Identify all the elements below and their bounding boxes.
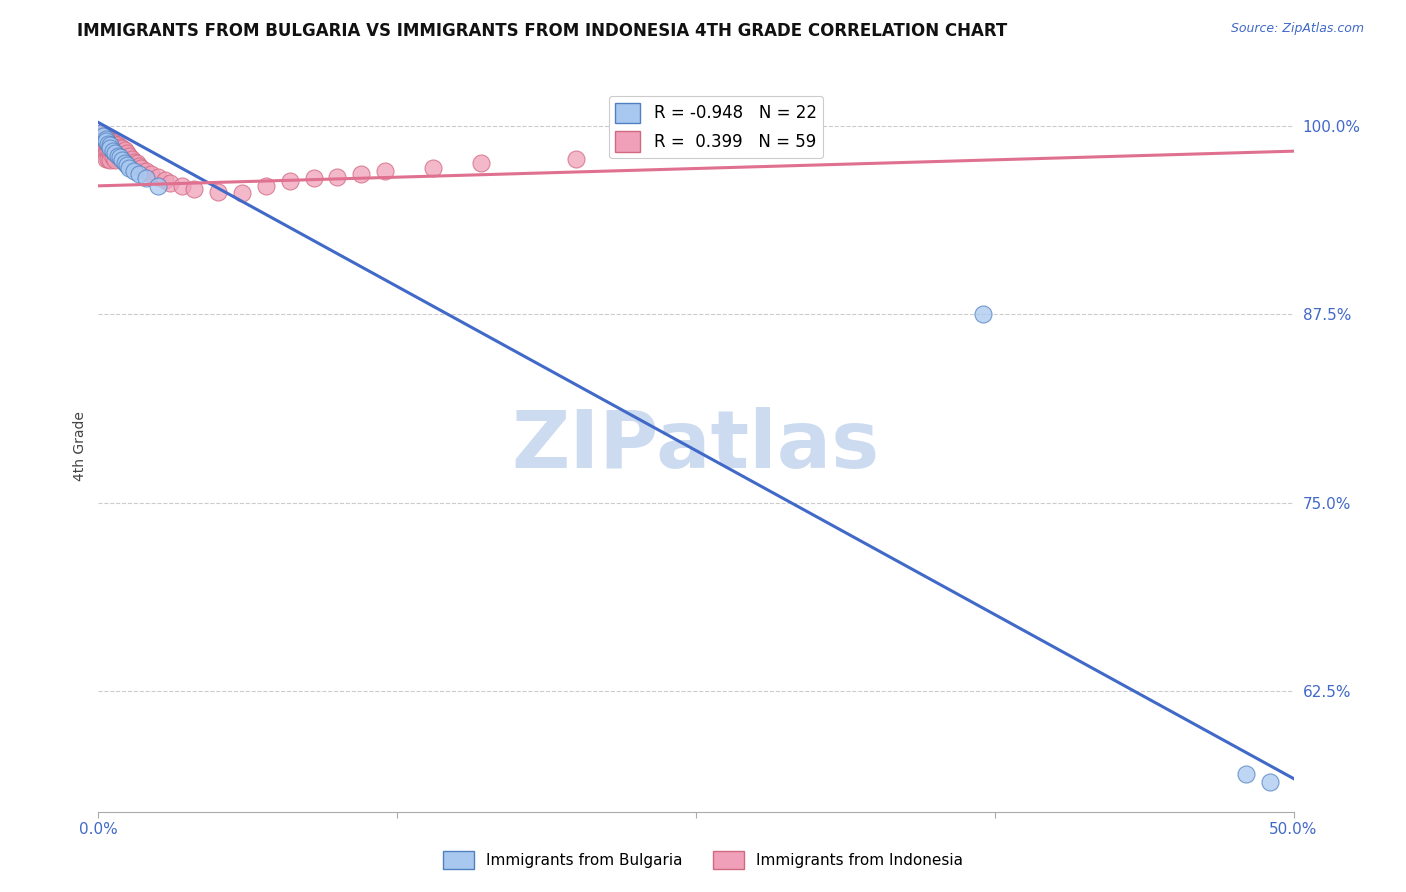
Point [94, 129, 117, 144]
Point [470, 156, 492, 170]
Text: IMMIGRANTS FROM BULGARIA VS IMMIGRANTS FROM INDONESIA 4TH GRADE CORRELATION CHAR: IMMIGRANTS FROM BULGARIA VS IMMIGRANTS F… [77, 22, 1008, 40]
Legend: R = -0.948   N = 22, R =  0.399   N = 59: R = -0.948 N = 22, R = 0.399 N = 59 [609, 96, 824, 158]
Point [104, 153, 127, 168]
Point [94, 132, 117, 146]
Point [107, 149, 129, 163]
Point [155, 173, 177, 187]
Point [97, 138, 120, 153]
Point [108, 149, 131, 163]
Point [108, 150, 131, 164]
Point [104, 145, 127, 160]
Point [1258, 774, 1281, 789]
Point [101, 144, 124, 158]
Y-axis label: 4th Grade: 4th Grade [73, 411, 87, 481]
Point [97, 132, 120, 146]
Point [114, 153, 136, 168]
Point [91, 134, 114, 148]
Point [115, 145, 138, 160]
Point [139, 167, 162, 181]
Text: ZIPatlas: ZIPatlas [512, 407, 880, 485]
Point [98, 134, 122, 148]
Point [108, 139, 131, 153]
Point [565, 152, 588, 166]
Point [107, 138, 129, 153]
Point [98, 145, 122, 160]
Point [111, 141, 134, 155]
Point [114, 156, 136, 170]
Point [118, 161, 141, 175]
Point [159, 176, 181, 190]
Point [124, 154, 146, 169]
Point [422, 161, 444, 175]
Point [97, 136, 120, 151]
Point [111, 153, 134, 168]
Point [104, 144, 127, 158]
Point [172, 178, 194, 193]
Point [972, 307, 994, 321]
Point [94, 141, 117, 155]
Legend: Immigrants from Bulgaria, Immigrants from Indonesia: Immigrants from Bulgaria, Immigrants fro… [437, 845, 969, 875]
Point [207, 185, 229, 199]
Point [94, 152, 117, 166]
Point [91, 129, 114, 144]
Point [101, 143, 124, 157]
Point [135, 163, 157, 178]
Point [94, 145, 117, 160]
Point [1234, 767, 1257, 781]
Point [111, 152, 134, 166]
Point [91, 141, 114, 155]
Point [135, 171, 157, 186]
Point [326, 169, 349, 184]
Point [90, 136, 112, 151]
Point [90, 130, 112, 145]
Point [97, 144, 120, 158]
Point [104, 136, 127, 151]
Point [302, 171, 325, 186]
Point [94, 134, 117, 148]
Point [148, 178, 170, 193]
Point [350, 167, 373, 181]
Point [183, 182, 205, 196]
Point [91, 128, 114, 142]
Point [124, 163, 146, 178]
Point [231, 186, 253, 201]
Point [101, 150, 124, 164]
Point [90, 126, 112, 140]
Point [125, 156, 148, 170]
Point [114, 143, 136, 157]
Point [101, 135, 124, 149]
Point [115, 156, 138, 170]
Point [118, 149, 141, 163]
Point [107, 147, 129, 161]
Point [254, 178, 277, 193]
Point [115, 158, 138, 172]
Point [94, 135, 117, 149]
Point [278, 174, 301, 188]
Point [97, 152, 120, 166]
Point [128, 159, 150, 173]
Point [148, 169, 170, 184]
Point [98, 138, 122, 153]
Text: Source: ZipAtlas.com: Source: ZipAtlas.com [1230, 22, 1364, 36]
Point [90, 126, 112, 140]
Point [98, 153, 122, 168]
Point [374, 163, 396, 178]
Point [131, 161, 153, 175]
Point [98, 141, 122, 155]
Point [121, 152, 143, 166]
Point [98, 139, 122, 153]
Point [128, 167, 150, 181]
